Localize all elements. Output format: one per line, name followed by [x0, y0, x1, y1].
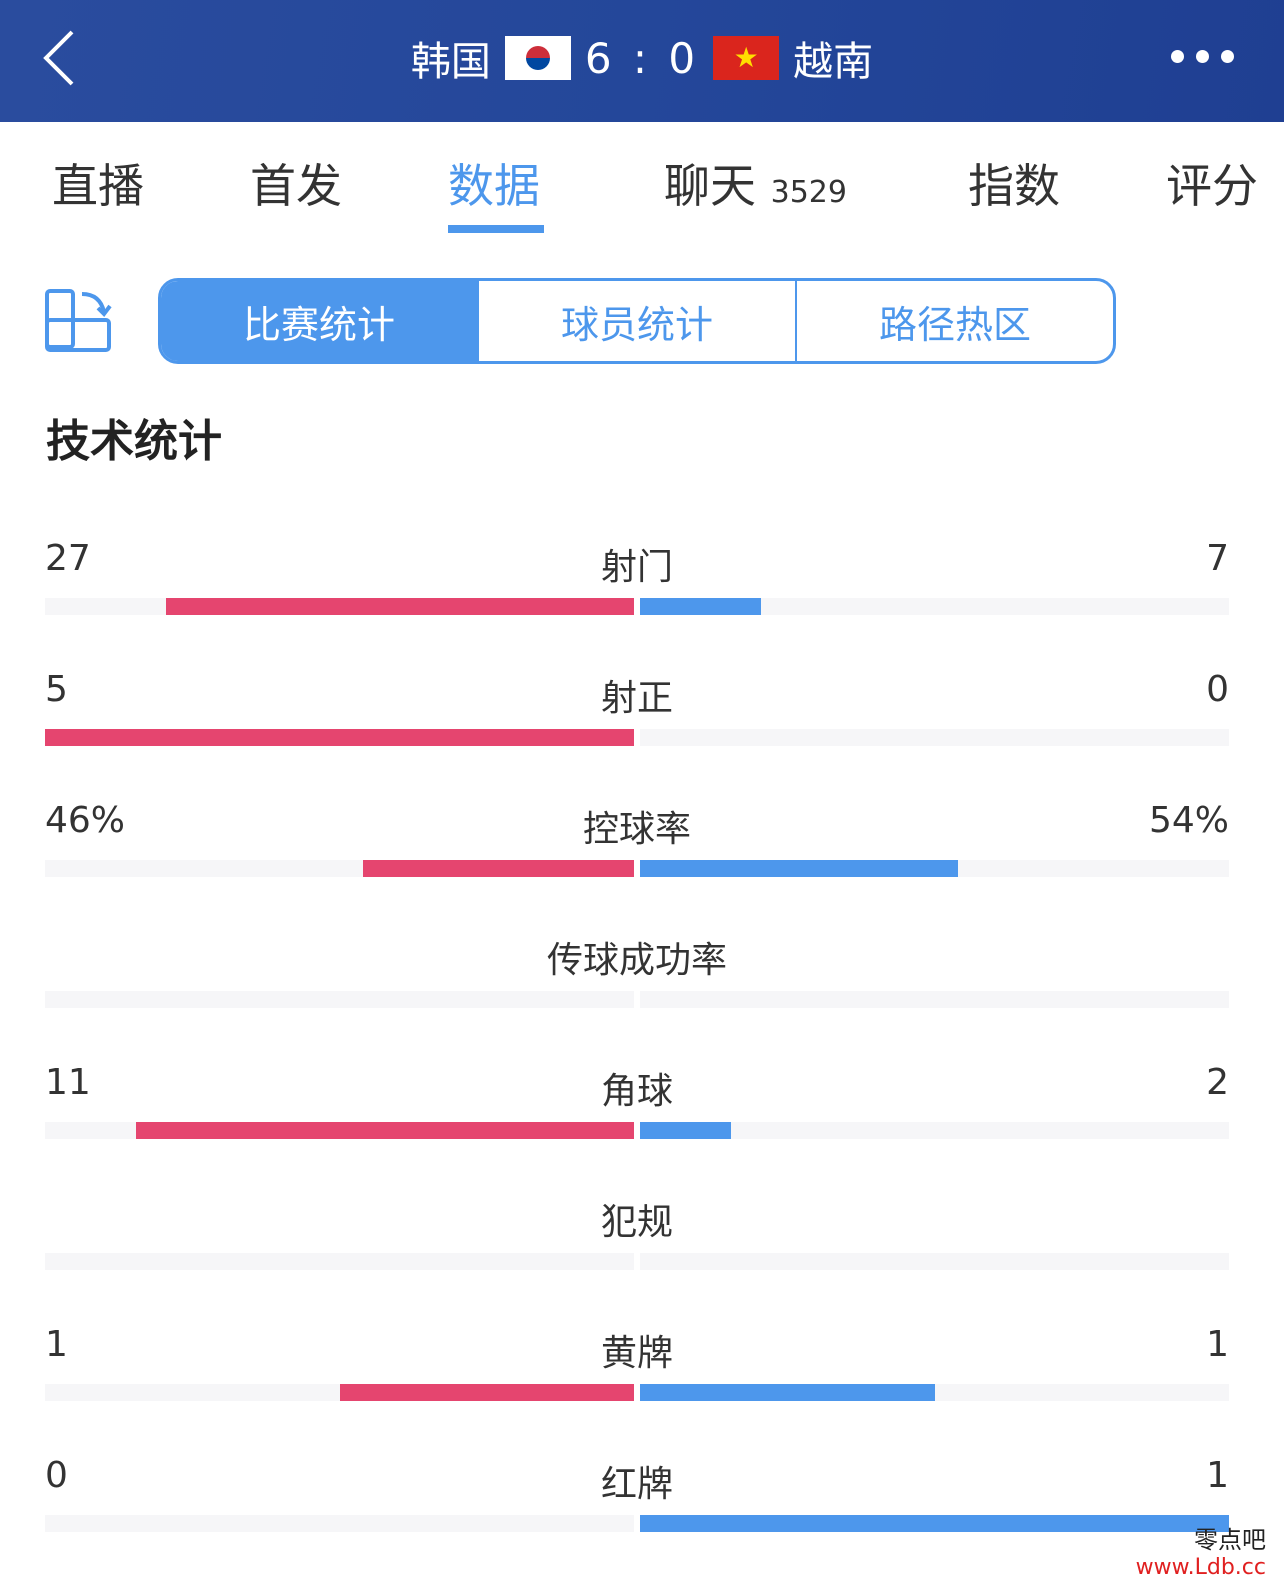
away-bar-track [640, 729, 1229, 746]
home-value: 27 [45, 538, 91, 579]
tab-odds[interactable]: 指数 [968, 159, 1060, 213]
home-bar [166, 598, 634, 615]
home-bar-track [45, 991, 634, 1008]
stat-row: 27 射门 7 [45, 538, 1229, 628]
home-team-name: 韩国 [410, 39, 491, 85]
away-bar [640, 1515, 1229, 1532]
home-value: 46% [45, 800, 126, 841]
home-value: 5 [45, 669, 68, 710]
home-value: 1 [45, 1324, 68, 1365]
stat-row: 犯规 [45, 1193, 1229, 1283]
stat-label: 红牌 [600, 1464, 673, 1505]
back-icon[interactable] [40, 28, 80, 88]
away-bar [640, 1384, 935, 1401]
tab-data[interactable]: 数据 [448, 159, 540, 213]
rotate-screen-icon[interactable] [44, 288, 114, 354]
stat-label: 犯规 [600, 1202, 673, 1243]
away-bar-track [640, 1253, 1229, 1270]
match-title: 韩国 6 : 0 ★ 越南 [0, 28, 1284, 88]
match-header: 韩国 6 : 0 ★ 越南 [0, 0, 1284, 122]
away-bar-track [640, 1384, 1229, 1401]
stat-label: 传球成功率 [546, 940, 727, 981]
away-value: 2 [1206, 1062, 1229, 1103]
home-value: 11 [45, 1062, 91, 1103]
stat-label: 角球 [600, 1071, 673, 1112]
home-bar-track [45, 1253, 634, 1270]
home-bar-track [45, 598, 634, 615]
stat-row: 5 射正 0 [45, 669, 1229, 759]
tab-live[interactable]: 直播 [52, 159, 144, 213]
segment-player-stats[interactable]: 球员统计 [477, 281, 795, 361]
tab-lineup[interactable]: 首发 [250, 159, 342, 213]
segment-heatmap[interactable]: 路径热区 [795, 281, 1113, 361]
stat-label: 黄牌 [600, 1333, 673, 1374]
home-bar [339, 1384, 634, 1401]
home-bar-track [45, 729, 634, 746]
away-value: 7 [1206, 538, 1229, 579]
stat-row: 46% 控球率 54% [45, 800, 1229, 890]
korea-flag-icon [504, 36, 571, 80]
away-bar-track [640, 1515, 1229, 1532]
chat-count: 3529 [770, 175, 847, 210]
home-bar-track [45, 1515, 634, 1532]
vietnam-flag-icon: ★ [713, 36, 780, 80]
away-bar [640, 598, 762, 615]
away-value: 1 [1206, 1324, 1229, 1365]
stat-label: 射正 [600, 678, 673, 719]
away-value: 1 [1206, 1455, 1229, 1496]
watermark-url: www.Ldb.cc [1135, 1555, 1266, 1580]
section-title: 技术统计 [46, 416, 222, 467]
tab-ratings[interactable]: 评分 [1166, 159, 1258, 213]
more-icon[interactable] [1171, 50, 1234, 63]
home-bar-track [45, 1384, 634, 1401]
home-bar [45, 729, 634, 746]
match-score: 6 : 0 [584, 33, 700, 83]
away-value: 54% [1148, 800, 1229, 841]
home-value: 0 [45, 1455, 68, 1496]
stat-row: 0 红牌 1 [45, 1455, 1229, 1545]
away-bar-track [640, 1122, 1229, 1139]
stat-row: 传球成功率 [45, 931, 1229, 1021]
home-bar [363, 860, 634, 877]
away-value: 0 [1206, 669, 1229, 710]
away-team-name: 越南 [793, 39, 874, 85]
tab-chat[interactable]: 聊天 3529 [664, 150, 847, 216]
away-bar [640, 860, 959, 877]
stats-segment-control: 比赛统计 球员统计 路径热区 [158, 278, 1116, 364]
away-bar [640, 1122, 731, 1139]
away-bar-track [640, 991, 1229, 1008]
home-bar-track [45, 860, 634, 877]
stat-row: 11 角球 2 [45, 1062, 1229, 1152]
active-tab-indicator [448, 225, 544, 233]
away-bar-track [640, 598, 1229, 615]
tab-bar: 直播 首发 数据 聊天 3529 指数 评分 [0, 150, 1284, 240]
home-bar [135, 1122, 634, 1139]
stat-row: 1 黄牌 1 [45, 1324, 1229, 1414]
watermark: 零点吧 www.Ldb.cc [1136, 1520, 1266, 1580]
watermark-text: 零点吧 [1194, 1526, 1266, 1554]
home-bar-track [45, 1122, 634, 1139]
stat-label: 射门 [600, 547, 673, 588]
segment-match-stats[interactable]: 比赛统计 [161, 281, 477, 361]
stat-label: 控球率 [582, 809, 691, 850]
tab-chat-label: 聊天 [664, 159, 756, 213]
away-bar-track [640, 860, 1229, 877]
